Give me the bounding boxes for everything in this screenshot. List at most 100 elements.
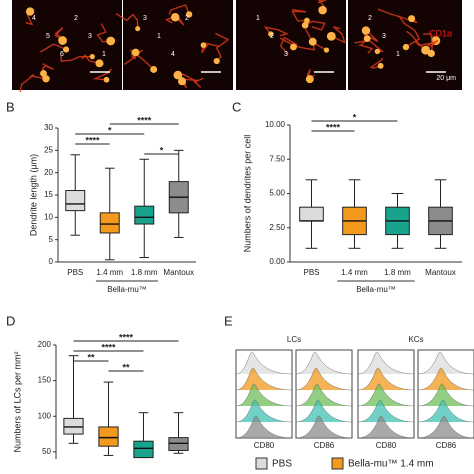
cell-dendrite	[423, 33, 434, 54]
flow-histogram	[235, 399, 293, 423]
flow-histogram	[417, 367, 474, 391]
flow-histogram	[417, 383, 474, 407]
y-axis-label: Numbers of LCs per mm²	[12, 351, 22, 452]
flow-frame	[235, 349, 293, 439]
box	[299, 206, 324, 222]
y-tick-label: 30	[44, 123, 53, 132]
cell-body	[304, 17, 310, 24]
box	[134, 205, 155, 225]
cell-label: 2	[74, 15, 78, 22]
cell-dendrite	[406, 30, 437, 50]
cell-dendrite	[115, 13, 139, 29]
flow-histogram	[295, 351, 353, 375]
cell-dendrite	[291, 8, 307, 22]
cell-label: 4	[32, 15, 36, 22]
box	[168, 437, 189, 451]
flow-histogram	[235, 367, 293, 391]
significance-label: *	[160, 145, 164, 155]
y-tick-label: 5	[49, 235, 54, 244]
cell-dendrite	[201, 42, 220, 54]
cell-dendrite	[377, 8, 418, 24]
x-tick-label: Mantoux	[425, 268, 456, 277]
cell-label: 6	[60, 51, 64, 58]
panel-letter: D	[6, 313, 15, 328]
flow-histogram	[417, 415, 474, 439]
cell-body	[173, 70, 183, 80]
x-tick-label: PBS	[303, 268, 319, 277]
flow-histogram	[295, 415, 353, 439]
flow-histogram	[357, 415, 415, 439]
flow-histogram	[235, 415, 293, 439]
cell-body	[308, 37, 317, 46]
y-tick-label: 50	[42, 447, 51, 456]
cell-dendrite	[96, 23, 111, 43]
significance-label: **	[87, 352, 95, 362]
cell-dendrite	[304, 20, 326, 31]
y-tick-label: 0	[49, 257, 54, 266]
cell-dendrite	[168, 4, 190, 15]
flow-marker-label: CD86	[436, 441, 457, 450]
box-group	[65, 149, 189, 261]
cell-body	[361, 26, 371, 35]
cell-label: 5	[46, 33, 50, 40]
cell-dendrite	[54, 27, 68, 44]
cell-label: 1	[157, 33, 161, 40]
cell-body	[374, 48, 381, 55]
significance-label: ****	[85, 135, 100, 145]
y-axis-label: Dendrite length (μm)	[28, 154, 38, 236]
flow-histogram	[295, 383, 353, 407]
y-tick-label: 20	[44, 168, 53, 177]
cell-dendrite	[369, 57, 383, 69]
significance-label: ****	[101, 342, 116, 352]
significance-label: *	[353, 112, 357, 122]
cell-label: 4	[171, 51, 175, 58]
x-tick-label: PBS	[67, 268, 83, 277]
cell-body	[421, 45, 430, 55]
significance-label: ****	[119, 332, 134, 342]
significance-label: *	[108, 125, 112, 135]
significance-label: **	[122, 362, 130, 372]
group-label: Bella-mu™	[356, 285, 396, 294]
cell-label: 1	[102, 51, 106, 58]
flow-histogram	[357, 351, 415, 375]
cell-dendrite	[41, 63, 54, 74]
cell-dendrite	[214, 32, 230, 62]
cell-body	[323, 47, 330, 53]
cell-body	[290, 43, 297, 51]
cell-label: 3	[284, 51, 288, 58]
cell-dendrite	[279, 37, 316, 51]
flow-histogram	[235, 383, 293, 407]
panel-letter: B	[6, 99, 15, 114]
legend-swatch	[255, 457, 268, 470]
y-tick-label: 10	[44, 212, 53, 221]
cell-body	[408, 15, 416, 23]
flow-histogram	[295, 367, 353, 391]
cell-body	[402, 43, 410, 51]
cell-body	[63, 46, 70, 53]
flow-histogram	[417, 399, 474, 423]
flow-marker-label: CD86	[314, 441, 335, 450]
cell-body	[95, 59, 104, 68]
cell-label: 1	[396, 51, 400, 58]
cell-body	[150, 65, 158, 73]
box	[98, 426, 119, 447]
y-tick-label: 10.00	[265, 120, 286, 129]
y-axis-label: Numbers of dendrites per cell	[242, 135, 252, 253]
cell-label: 2	[185, 15, 189, 22]
box-group	[299, 179, 453, 249]
cell-body	[135, 26, 141, 32]
scale-bar-label: 20 μm	[436, 75, 456, 82]
cell-label: 2	[368, 15, 372, 22]
panel-letter: C	[232, 99, 241, 114]
cell-body	[318, 5, 327, 15]
y-tick-label: 5.00	[269, 189, 285, 198]
group-label: Bella-mu™	[107, 285, 147, 294]
y-tick-label: 150	[38, 376, 52, 385]
flow-histogram	[357, 399, 415, 423]
box	[63, 417, 84, 435]
cell-dendrite	[263, 26, 289, 37]
cell-label: 3	[143, 15, 147, 22]
cell-body	[89, 54, 95, 60]
y-tick-label: 0.00	[269, 257, 285, 266]
cell-body	[301, 21, 309, 29]
